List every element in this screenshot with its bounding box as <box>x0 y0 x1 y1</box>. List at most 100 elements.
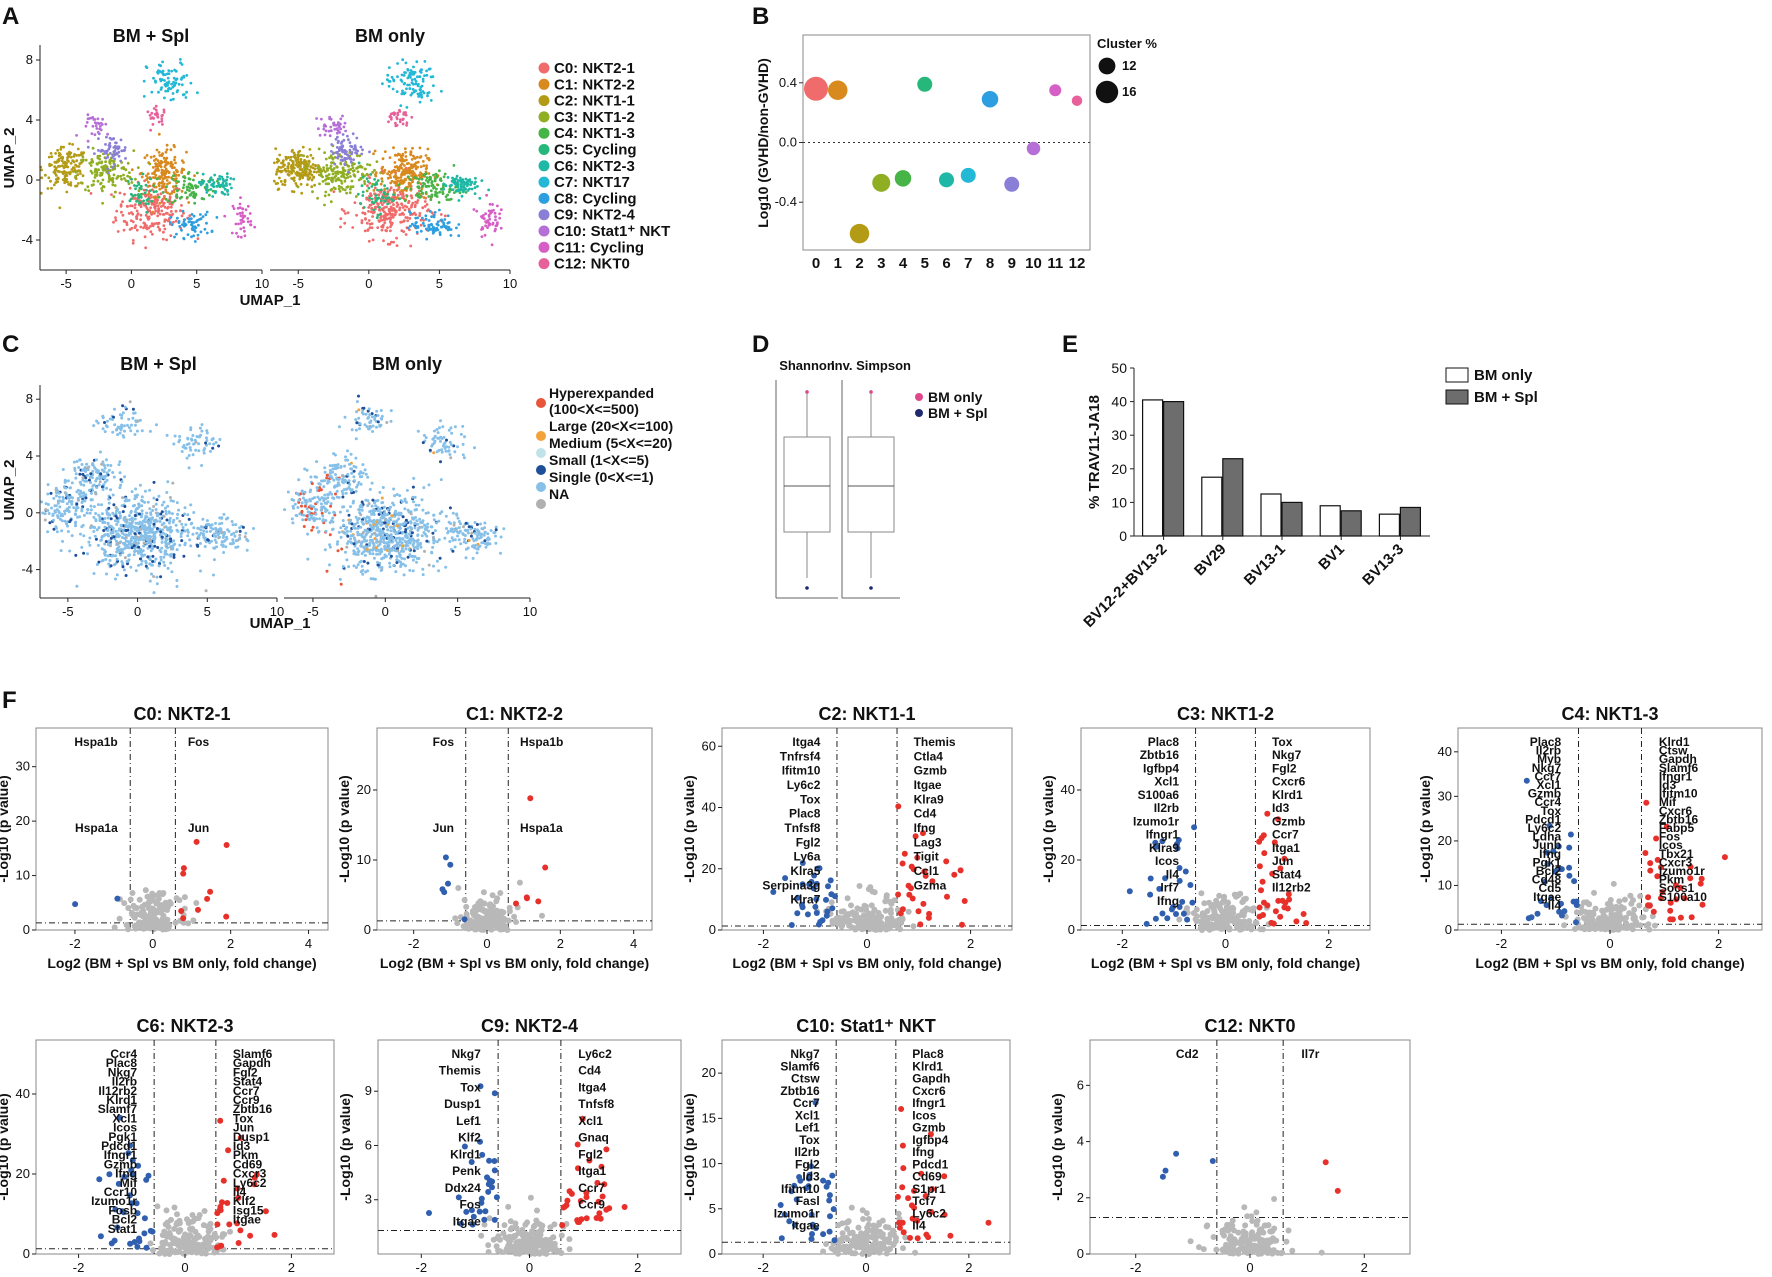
cell-point <box>252 527 255 530</box>
umap-cell-point <box>165 148 169 152</box>
umap-cell-point <box>174 179 178 183</box>
umap-cell-point <box>401 206 405 209</box>
umap-cell-point <box>117 154 121 158</box>
cell-point <box>129 539 133 543</box>
umap-cell-point <box>339 179 343 183</box>
cell-point <box>480 532 484 536</box>
umap-cell-point <box>299 168 302 172</box>
cell-point <box>105 471 109 475</box>
cell-point <box>413 521 417 525</box>
umap-cell-point <box>149 193 153 197</box>
cluster-ratio-point <box>894 170 912 187</box>
umap-cell-point <box>57 165 60 168</box>
cell-point <box>142 544 146 548</box>
umap-cell-point <box>145 188 148 192</box>
umap-cell-point <box>276 181 279 185</box>
cell-point <box>46 492 50 496</box>
umap-cell-point <box>226 175 229 179</box>
umap-cell-point <box>330 161 333 165</box>
cell-point <box>89 508 93 512</box>
umap-cell-point <box>101 185 105 188</box>
umap-cell-point <box>402 230 406 234</box>
cell-point <box>388 561 392 565</box>
umap-cell-point <box>179 58 182 61</box>
cell-point <box>170 570 174 574</box>
cell-point <box>132 553 136 557</box>
umap-cell-point <box>457 199 461 202</box>
legend-label: C2: NKT1-1 <box>554 93 635 110</box>
umap-cell-point <box>390 198 393 201</box>
umap-cell-point <box>368 150 371 154</box>
cluster-ratio-point <box>828 80 848 100</box>
umap-cell-point <box>107 180 111 183</box>
umap-cell-point <box>323 194 327 198</box>
umap-cell-point <box>458 191 462 195</box>
cell-point <box>186 534 190 538</box>
cell-point <box>152 575 156 578</box>
umap-cell-point <box>316 196 319 200</box>
cell-point <box>136 549 140 553</box>
cell-point <box>58 505 62 509</box>
cell-point <box>345 558 349 562</box>
umap-cell-point <box>290 171 293 175</box>
umap-cell-point <box>151 224 155 228</box>
cell-point <box>108 513 112 517</box>
cell-point <box>382 556 386 560</box>
cell-point <box>148 544 152 548</box>
cell-point <box>231 538 235 542</box>
umap-cell-point <box>190 213 194 216</box>
umap-cell-point <box>172 80 176 84</box>
umap-cell-point <box>180 223 184 227</box>
cell-point <box>58 495 61 499</box>
umap-cell-point <box>470 187 474 191</box>
umap-cell-point <box>123 177 126 180</box>
cell-point <box>376 561 379 564</box>
umap-cell-point <box>434 194 437 198</box>
umap-cell-point <box>112 173 116 177</box>
umap-cell-point <box>101 189 104 193</box>
cell-point <box>358 475 362 479</box>
umap-cell-point <box>322 127 326 131</box>
umap-cell-point <box>404 155 408 158</box>
umap-cell-point <box>476 185 479 188</box>
legend-swatch <box>538 62 550 74</box>
cell-point <box>373 415 377 419</box>
umap-cell-point <box>175 232 178 236</box>
umap-cell-point <box>194 184 198 188</box>
cell-point <box>100 503 103 507</box>
cell-point <box>390 514 394 518</box>
x-tick-label: 0 <box>812 255 820 272</box>
cell-point <box>399 565 403 568</box>
umap-cell-point <box>409 244 413 248</box>
umap-cell-point <box>173 199 177 203</box>
umap-cell-point <box>387 196 391 200</box>
cell-point <box>423 523 426 527</box>
x-tick-label: 11 <box>1047 255 1063 272</box>
umap-cell-point <box>426 147 430 151</box>
cell-point <box>362 560 366 563</box>
cell-point <box>358 511 362 515</box>
cell-point <box>456 534 459 538</box>
umap-cell-point <box>388 242 392 246</box>
cell-point <box>336 540 340 544</box>
umap-cell-point <box>169 221 172 224</box>
umap-cell-point <box>180 83 184 87</box>
cell-point <box>473 531 477 535</box>
umap-cell-point <box>339 117 343 121</box>
cell-point <box>424 527 427 531</box>
umap-cell-point <box>104 160 107 164</box>
umap-cell-point <box>241 220 245 223</box>
umap-cell-point <box>334 123 338 127</box>
cell-point <box>402 557 406 561</box>
umap-cell-point <box>162 224 166 228</box>
umap-cell-point <box>416 199 420 202</box>
umap-cell-point <box>114 216 117 220</box>
umap-cell-point <box>237 222 240 226</box>
umap-cell-point <box>328 134 332 138</box>
cell-point <box>445 527 448 530</box>
umap-cell-point <box>235 231 238 235</box>
umap-cell-point <box>97 149 100 152</box>
umap-cell-point <box>411 163 414 167</box>
cell-point <box>188 446 192 450</box>
cell-point <box>127 525 131 529</box>
